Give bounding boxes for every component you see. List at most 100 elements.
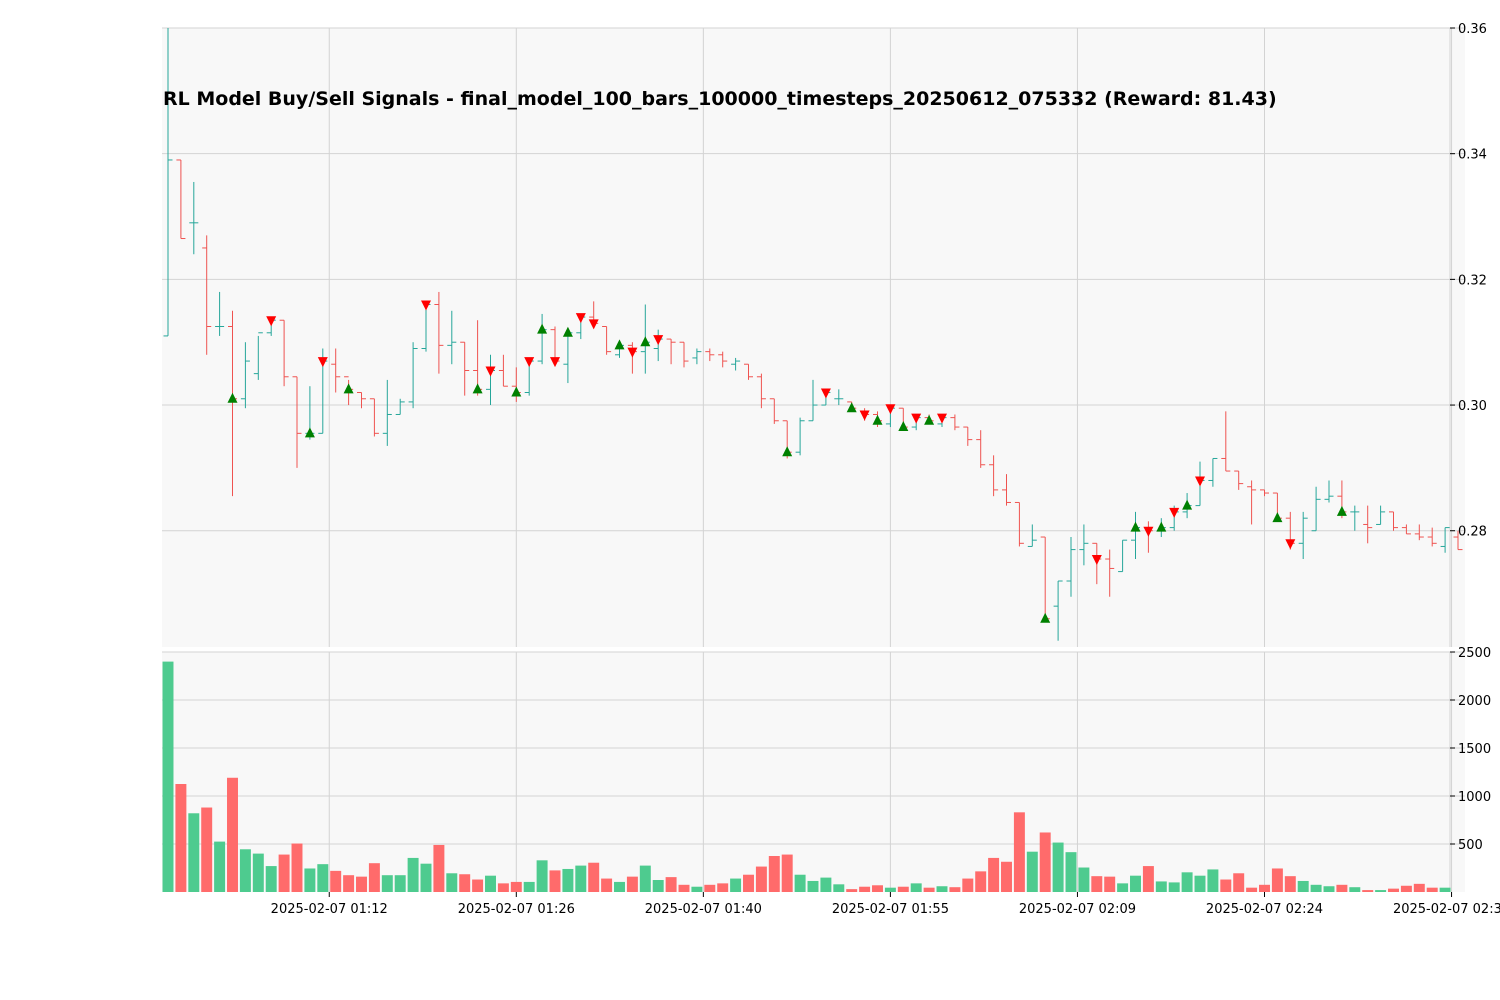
buy-signal-marker: [1336, 505, 1347, 516]
grid: [162, 27, 1465, 892]
candle: [1324, 480, 1334, 503]
volume-bar: [923, 887, 935, 892]
candle: [1311, 486, 1321, 532]
sell-signal-marker: [266, 316, 277, 327]
volume-bar: [691, 886, 703, 892]
volume-tick-label: 1500: [1458, 742, 1491, 757]
candle: [1221, 411, 1231, 472]
sell-signal-marker: [1091, 555, 1102, 566]
time-tick-label: 2025-02-07 01:40: [645, 902, 762, 917]
candle: [1440, 527, 1450, 553]
candle: [705, 348, 715, 362]
candle: [434, 291, 444, 374]
volume-bar: [807, 880, 819, 892]
buy-signal-marker: [1130, 521, 1141, 532]
time-tick-label: 2025-02-07 02:24: [1206, 902, 1323, 917]
volume-tick-label: 1000: [1458, 790, 1491, 805]
volume-bar: [833, 884, 845, 892]
volume-bar: [1168, 882, 1180, 892]
candle: [743, 363, 754, 380]
volume-bar: [1375, 890, 1387, 892]
candle: [1363, 505, 1373, 544]
sell-signal-marker: [421, 300, 431, 311]
sell-signal-marker: [1195, 476, 1205, 487]
candle: [950, 414, 960, 431]
candle: [292, 376, 302, 468]
sell-signal-marker: [911, 413, 922, 424]
volume-bar: [1181, 872, 1193, 892]
time-tick-label: 2025-02-07 02:38: [1393, 902, 1500, 917]
volume-bar: [652, 880, 664, 892]
sell-signal-marker: [588, 319, 599, 330]
candle: [989, 455, 999, 497]
sell-signal-marker: [317, 357, 328, 368]
candle: [679, 341, 689, 368]
volume-bar: [1271, 868, 1283, 892]
price-axis: 0.36 0.34 0.32 0.30 0.28: [1450, 22, 1487, 540]
time-tick-label: 2025-02-07 01:12: [271, 902, 388, 917]
volume-bar: [239, 849, 251, 892]
candle: [253, 332, 263, 380]
buy-signal-marker: [343, 383, 354, 394]
buy-signal-marker: [1156, 521, 1167, 532]
candle: [1027, 524, 1037, 547]
volume-bar: [1001, 861, 1012, 892]
sell-signal-marker: [550, 357, 560, 368]
chart-title: RL Model Buy/Sell Signals - final_model_…: [163, 88, 1277, 110]
volume-bar: [368, 863, 380, 892]
volume-bar: [510, 881, 522, 892]
price-tick-label: 0.32: [1458, 273, 1487, 288]
signal-markers: [227, 300, 1347, 623]
sell-signal-marker: [653, 335, 664, 346]
sell-signal-marker: [485, 366, 496, 377]
volume-bar: [433, 844, 445, 892]
candle: [718, 351, 728, 368]
volume-bar: [872, 885, 883, 892]
candle: [1066, 537, 1076, 597]
volume-bar: [330, 870, 342, 892]
buy-signal-marker: [472, 383, 483, 394]
volume-bar: [910, 883, 922, 892]
volume-bar: [988, 857, 1000, 892]
volume-bar: [523, 881, 535, 892]
candle: [692, 348, 702, 365]
volume-bar: [1091, 876, 1103, 892]
volume-bar: [846, 889, 858, 892]
buy-signal-marker: [562, 326, 573, 337]
volume-bar: [343, 875, 355, 892]
candle: [460, 341, 470, 396]
volume-bar: [1336, 884, 1348, 892]
volume-bar: [497, 883, 509, 892]
volume-bars: [162, 661, 1451, 892]
candle: [1053, 580, 1063, 641]
sell-signal-marker: [1143, 526, 1154, 537]
volume-bar: [717, 883, 729, 892]
volume-bar: [549, 870, 561, 892]
volume-bar: [291, 843, 303, 892]
volume-bar: [936, 886, 948, 892]
volume-bar: [1233, 873, 1245, 892]
volume-bar: [1362, 890, 1374, 892]
buy-signal-marker: [614, 339, 625, 350]
time-tick-label: 2025-02-07 01:26: [458, 902, 575, 917]
volume-bar: [485, 875, 496, 892]
volume-bar: [407, 857, 419, 892]
volume-bar: [265, 866, 277, 892]
volume-axis: 2500 2000 1500 1000 500: [1450, 646, 1491, 853]
candle: [963, 426, 973, 446]
buy-signal-marker: [511, 386, 522, 397]
buy-signal-marker: [304, 427, 315, 438]
volume-bar: [1155, 881, 1167, 892]
volume-bar: [1065, 852, 1077, 892]
candle: [795, 417, 805, 456]
volume-bar: [884, 887, 896, 892]
volume-bar: [1039, 832, 1051, 892]
price-tick-label: 0.30: [1458, 399, 1487, 414]
candle: [1105, 549, 1115, 597]
volume-bar: [678, 884, 690, 892]
candle: [240, 342, 250, 409]
volume-bar: [1117, 883, 1129, 892]
candle: [1350, 505, 1360, 531]
candle: [1001, 474, 1012, 506]
volume-bar: [781, 854, 793, 892]
